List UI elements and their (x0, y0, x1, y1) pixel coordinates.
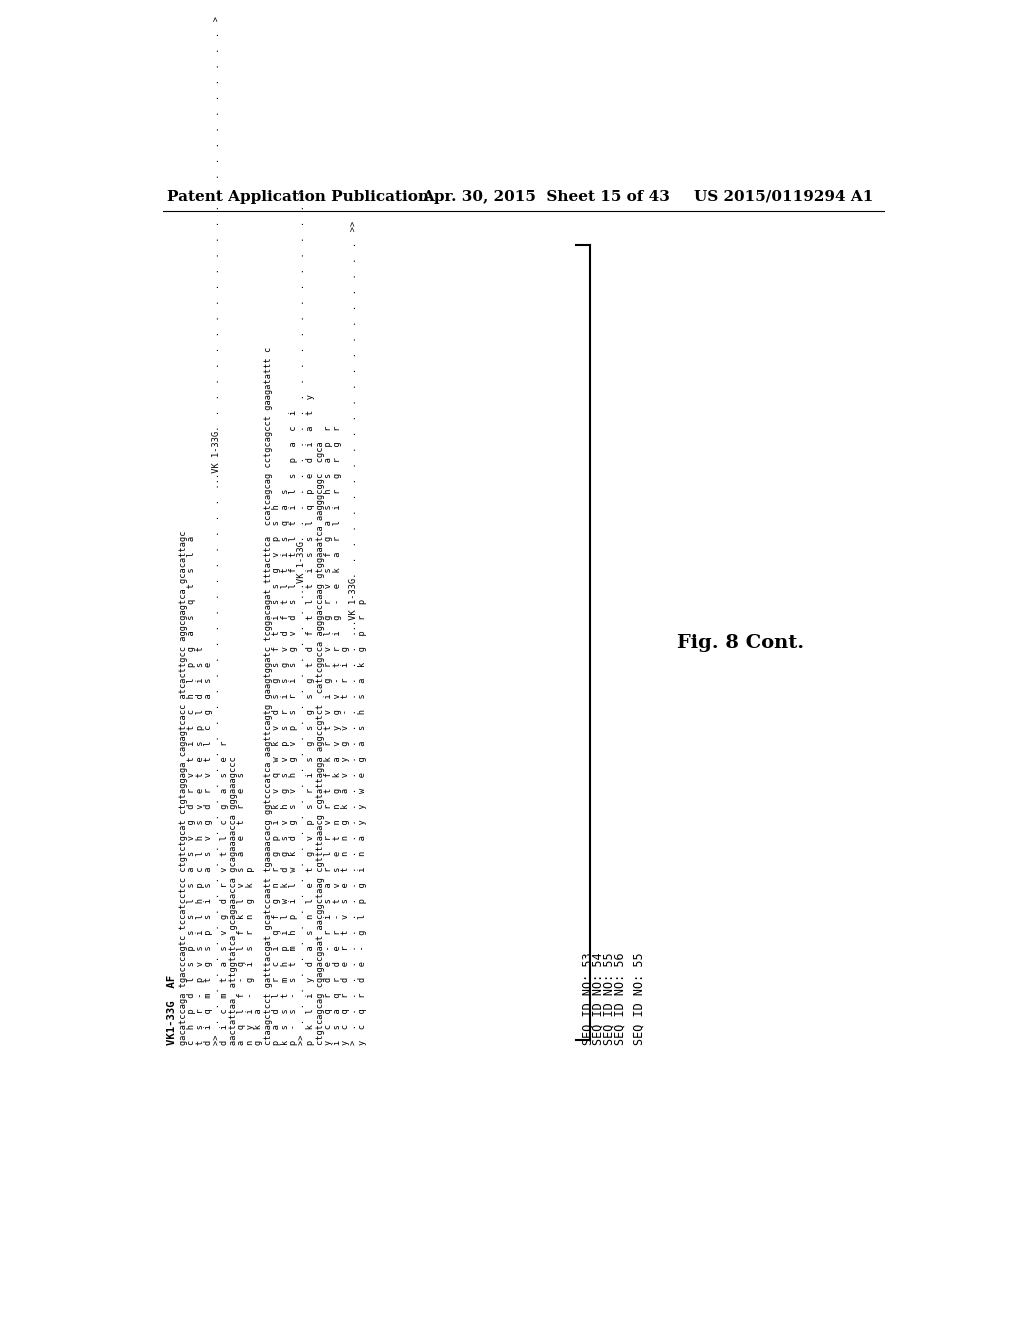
Text: c  h  p  d  l  s  p  s  s  l  s  a  s  v  g  d  r  v  t  i  t  c  h  l  p  g  a : c h p d l s p s s l s a s v g d r v t i … (187, 536, 196, 1045)
Text: >>  .  .  .  .  .  .  .  .  .  .  .  .  .  .  .  .  .  .  .  .  .  .  .  .  .  .: >> . . . . . . . . . . . . . . . . . . .… (212, 16, 221, 1045)
Text: >>  .  .  .  .  .  .  .  .  .  .  .  .  .  .  .  .  .  .  .  .  .  .  .  .  .  .: >> . . . . . . . . . . . . . . . . . . .… (297, 190, 306, 1045)
Text: gacatccaga tgacccagtc tccatcctcc ctgtctgcat ctgtaggaga cagagtcacc atcacttgcc agg: gacatccaga tgacccagtc tccatcctcc ctgtctg… (178, 531, 187, 1045)
Text: d  i  c  m  t  a  s  v  g  d  r  v  t  l  c  g  a  s  e  r: d i c m t a s v g d r v t l c g a s e r (220, 741, 229, 1045)
Text: SEQ ID NO: 55: SEQ ID NO: 55 (603, 953, 615, 1045)
Text: p  k  l  i  y  d  a  s  n  l  e  t  g  v  p  s  r  i  s  g  s  g  s  g  t  d  f : p k l i y d a s n l e t g v p s r i s g … (305, 395, 314, 1045)
Text: y  c  q  r  d  e  -  g  l  p  g  i  n  a  y  y  w  e  g  a  s  h  s  a  k  g  p : y c q r d e - g l p g i n a y y w e g a … (357, 599, 367, 1045)
Text: SEQ ID NO: 55: SEQ ID NO: 55 (633, 953, 646, 1045)
Text: SEQ ID NO: 54: SEQ ID NO: 54 (592, 953, 605, 1045)
Text: t  s  r  -  p  v  s  i  l  h  p  c  l  h  s  v  e  t  e  s  p  l  d  i  s  t: t s r - p v s i l h p c l h s v e t e s … (196, 647, 205, 1045)
Text: y  c  q  r  d  e  r  t  v  s  e  t  n  n  g  k  a  v  y  g  v  -  t  r  i  g: y c q r d e r t v s e t n n g k a v y g … (341, 647, 350, 1045)
Text: ctaagctcct gatttacgat gcatccaatt tgaaaacacg ggtcccatca aagttcagtg gaagtggatc tcg: ctaagctcct gatttacgat gcatccaatt tgaaaac… (264, 347, 272, 1045)
Text: Apr. 30, 2015  Sheet 15 of 43: Apr. 30, 2015 Sheet 15 of 43 (423, 190, 671, 203)
Text: >  .  .  .  .  .  .  .  .  .  .  .  .  .  .  .  .  .  .  .  .  .  .  .  .  .  ..: > . . . . . . . . . . . . . . . . . . . … (349, 222, 358, 1045)
Text: VK1-33G  AF: VK1-33G AF (167, 975, 177, 1045)
Text: Patent Application Publication: Patent Application Publication (167, 190, 429, 203)
Text: y  c  q  r  d  e  -  r  i  s  a  r  l  r  v  r  t  f  k  r  t  v  i  g  r  v  l : y c q r d e - r i s a r l r v r t f k r … (325, 426, 333, 1045)
Text: ctgtcagcag cgagacgaat aacggctaag cgttttaaacg cgtattagga aggccgtct  cattcggcca ag: ctgtcagcag cgagacgaat aacggctaag cgtttta… (315, 442, 325, 1045)
Text: SEQ ID NO: 56: SEQ ID NO: 56 (613, 953, 627, 1045)
Text: d  i  q  m  t  g  s  p  s  i  s  a  s  v  g  d  r  v  t  l  c  g  a  s  e: d i q m t g s p s i s a s v g d r v t l … (204, 663, 213, 1045)
Text: g  k  a: g k a (254, 1008, 263, 1045)
Text: i  s  a  q  r  d  e  r  -  t  v  s  e  t  n  n  g  k  a  v  y  g  v  -  t  r  i : i s a q r d e r - t v s e t n n g k a v … (333, 426, 342, 1045)
Text: US 2015/0119294 A1: US 2015/0119294 A1 (693, 190, 873, 203)
Text: p  a  d  l  r  c  i  q  f  g  n  r  g  p  i  k  v  q  w  k  v  d  s  g  s  f  t : p a d l r c i q f g n r g p i k v q w k … (272, 504, 282, 1045)
Text: p  -  s  -  s  t  m  h  p  i  l  w  k  d  g  s  v  h  g  v  p  s  r  i  s  g  v : p - s - s t m h p i l w k d g s v h g v … (290, 411, 298, 1045)
Text: n  y  i  -  g  i  s  r  n  g  k  p: n y i - g i s r n g k p (246, 867, 255, 1045)
Text: a  q  l  f  -  q  l  f  k  l  v  s  a  e  t  r  e  s: a q l f - q l f k l v s a e t r e s (238, 772, 247, 1045)
Text: Fig. 8 Cont.: Fig. 8 Cont. (677, 635, 804, 652)
Text: SEQ ID NO: 53: SEQ ID NO: 53 (581, 953, 594, 1045)
Text: k  s  s  t  m  h  p  i  l  w  k  d  g  s  v  h  g  s  v  p  s  r  i  s  g  v  d : k s s t m h p i l w k d g s v h g s v p … (281, 488, 290, 1045)
Text: aactattaa  attggtatca gcagaaacca gcagaaaacca gggaaagccc: aactattaa attggtatca gcagaaacca gcagaaaa… (229, 756, 238, 1045)
